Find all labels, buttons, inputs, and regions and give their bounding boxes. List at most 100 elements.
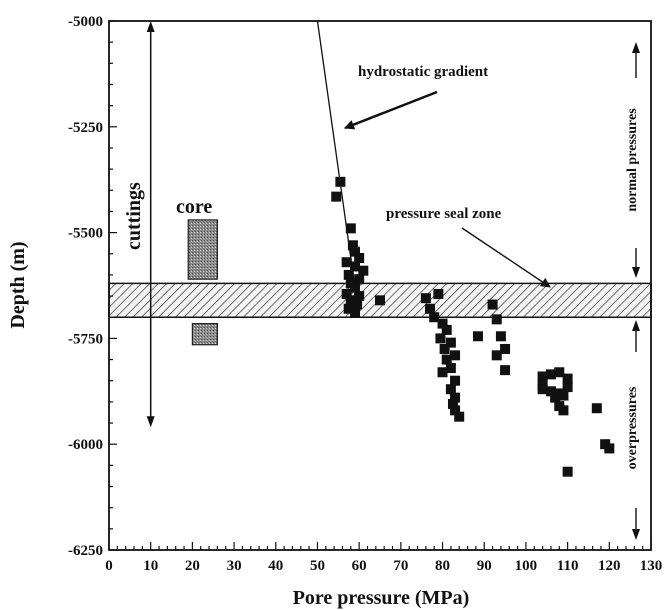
data-point-23	[433, 288, 444, 299]
data-point-27	[435, 333, 446, 344]
data-point-8	[349, 261, 360, 272]
x-tick-label: 0	[105, 558, 113, 574]
data-point-45	[491, 350, 502, 361]
data-point-13	[349, 282, 360, 293]
data-point-34	[450, 375, 461, 386]
over-arrow-up-head	[632, 320, 640, 331]
data-point-21	[420, 293, 431, 304]
data-point-48	[545, 369, 556, 380]
data-point-20	[375, 295, 385, 306]
data-point-50	[562, 373, 573, 384]
data-point-17	[352, 299, 363, 310]
core-layer	[146, 21, 218, 428]
data-point-3	[345, 223, 356, 234]
data-point-9	[358, 265, 369, 276]
over-arrow-down-head	[632, 529, 640, 540]
annotation-overpressures: overpressures	[625, 386, 640, 469]
data-point-11	[354, 274, 365, 285]
core-interval-2	[191, 322, 218, 346]
data-point-30	[450, 350, 461, 361]
cuttings-arrow-bottom	[146, 416, 155, 428]
data-point-57	[558, 390, 569, 401]
y-tick-label: -5250	[68, 120, 103, 136]
y-tick-label: -5750	[68, 331, 103, 347]
data-point-52	[562, 382, 573, 393]
hydrostatic-line-layer	[316, 20, 640, 540]
data-point-46	[500, 365, 511, 376]
data-point-41	[491, 314, 502, 325]
x-tick-label: 30	[227, 558, 242, 574]
data-point-60	[558, 405, 569, 416]
data-point-5	[349, 246, 360, 257]
data-point-14	[341, 288, 352, 299]
x-tick-label: 60	[352, 558, 367, 574]
data-point-7	[341, 257, 352, 268]
x-tick-label: 100	[515, 558, 538, 574]
data-point-32	[445, 363, 456, 374]
x-tick-label: 10	[143, 558, 158, 574]
data-point-40	[487, 299, 498, 310]
normal-arrow-down-head	[632, 267, 640, 278]
seal-zone-pointer-arrow	[461, 227, 551, 288]
data-point-35	[445, 384, 456, 395]
data-point-37	[447, 398, 458, 409]
y-tick-label: -5000	[68, 14, 103, 30]
data-point-53	[545, 386, 556, 397]
x-tick-label: 130	[640, 558, 663, 574]
y-tick-label: -6250	[68, 543, 103, 559]
data-point-49	[554, 367, 565, 378]
y-axis-title: Depth (m)	[7, 241, 29, 328]
data-point-6	[354, 252, 365, 263]
data-point-55	[537, 384, 548, 395]
annotation-core: core	[176, 196, 212, 218]
data-point-36	[450, 392, 461, 403]
data-point-56	[550, 392, 561, 403]
x-axis-title: Pore pressure (MPa)	[293, 587, 470, 609]
data-point-33	[437, 367, 448, 378]
data-point-26	[441, 324, 452, 335]
annotation-cuttings: cuttings	[123, 182, 145, 250]
data-point-15	[354, 291, 365, 302]
annotation-hydrostatic: hydrostatic gradient	[358, 64, 488, 80]
data-point-19	[349, 308, 360, 319]
data-point-42	[472, 331, 483, 342]
data-point-24	[429, 312, 440, 323]
x-tick-label: 120	[598, 558, 621, 574]
data-point-2	[331, 191, 342, 202]
x-tick-label: 40	[268, 558, 283, 574]
data-point-47	[537, 371, 548, 382]
data-point-28	[445, 337, 456, 348]
data-point-38	[450, 405, 461, 416]
data-point-31	[441, 354, 452, 365]
core-interval-1	[187, 219, 218, 280]
x-tick-label: 70	[393, 558, 408, 574]
data-point-22	[425, 303, 436, 314]
data-point-4	[347, 240, 358, 251]
data-point-29	[439, 343, 450, 354]
data-point-62	[604, 443, 615, 454]
annotation-seal-zone: pressure seal zone	[386, 206, 502, 222]
cuttings-arrow-top	[146, 21, 155, 32]
data-point-43	[495, 331, 506, 342]
plot-frame	[108, 20, 652, 551]
normal-arrow-up-head	[632, 42, 640, 53]
y-tick-label: -6000	[68, 437, 103, 453]
x-tick-label: 90	[477, 558, 492, 574]
x-tick-label: 20	[185, 558, 200, 574]
data-point-1	[335, 176, 346, 187]
data-point-18	[343, 303, 354, 314]
y-tick-label: -5500	[68, 226, 103, 242]
data-point-59	[591, 403, 602, 414]
data-point-10	[343, 269, 354, 280]
x-tick-label: 50	[310, 558, 325, 574]
data-point-39	[454, 411, 465, 422]
x-tick-label: 80	[435, 558, 450, 574]
x-tick-label: 110	[557, 558, 579, 574]
hydrostatic-pointer-arrow	[344, 90, 438, 130]
data-point-44	[500, 343, 511, 354]
data-point-16	[345, 295, 356, 306]
data-point-63	[562, 466, 573, 477]
data-point-25	[437, 318, 448, 329]
axes-layer: 0 10 20 30 40 50 60 70 80 90 100 110 120 130 -6250 -600…	[68, 14, 662, 574]
